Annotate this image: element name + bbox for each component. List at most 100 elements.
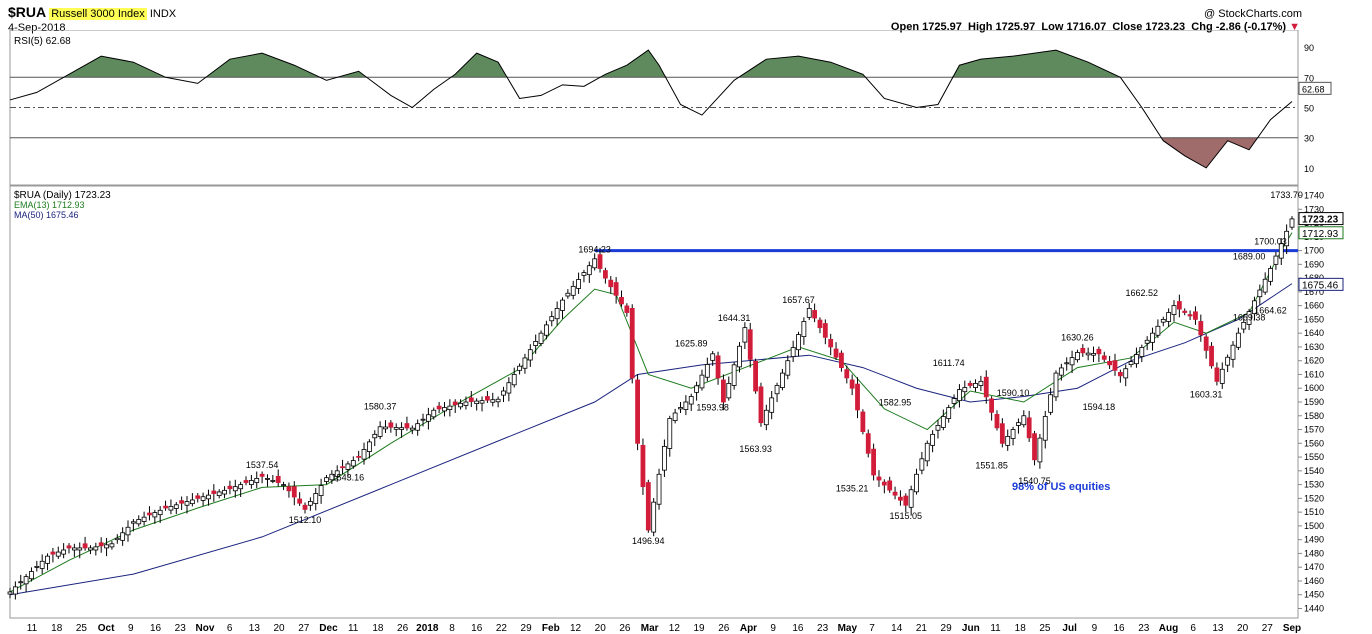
candle-up (780, 372, 785, 388)
candle-down (871, 448, 877, 476)
candle-up (672, 412, 678, 421)
price-annotation: 1689.00 (1233, 252, 1266, 262)
price-annotation: 1611.74 (933, 358, 965, 368)
price-annotation: 1512.10 (289, 515, 322, 525)
candle-down (1176, 301, 1182, 310)
candle-up (973, 383, 978, 388)
candle-down (645, 482, 651, 531)
candle-up (581, 272, 587, 276)
candle-up (1123, 368, 1129, 379)
candle-up (731, 364, 737, 386)
price-y-tick: 1500 (1304, 521, 1324, 531)
candle-up (1150, 332, 1155, 343)
rsi-y-tick: 50 (1304, 104, 1314, 114)
candle-up (704, 364, 710, 378)
x-tick-label: 16 (150, 623, 162, 634)
candle-up (216, 491, 222, 497)
chart-date: 4-Sep-2018 (8, 22, 66, 34)
x-tick-label: 8 (449, 623, 455, 634)
candle-up (506, 382, 512, 394)
x-tick-label: Dec (319, 623, 338, 634)
candle-down (812, 310, 818, 319)
x-tick-label: 26 (619, 623, 631, 634)
candle-up (222, 489, 227, 495)
candle-up (742, 327, 748, 343)
candle-down (468, 397, 474, 402)
x-tick-label: 27 (298, 623, 310, 634)
candle-up (152, 512, 158, 518)
x-tick-label: 16 (1113, 623, 1125, 634)
candle-up (565, 292, 571, 297)
x-tick-label: 13 (249, 623, 261, 634)
x-tick-label: 6 (227, 623, 233, 634)
x-tick-label: 2018 (416, 623, 439, 634)
candle-down (286, 486, 292, 492)
candle-down (817, 319, 823, 329)
price-y-tick: 1530 (1304, 480, 1324, 490)
candle-up (12, 586, 18, 595)
candle-up (442, 407, 447, 412)
x-tick-label: 23 (1138, 623, 1150, 634)
candle-down (436, 405, 442, 410)
price-y-tick: 1480 (1304, 548, 1324, 558)
x-tick-label: 12 (669, 623, 681, 634)
price-annotation: 1603.31 (1190, 390, 1223, 400)
candle-down (297, 498, 303, 504)
candle-up (533, 341, 539, 346)
candle-down (302, 504, 308, 510)
price-annotation: 1515.05 (890, 511, 923, 521)
candle-up (409, 427, 415, 431)
candle-up (114, 537, 120, 541)
candle-up (1235, 332, 1241, 348)
x-tick-label: 7 (869, 623, 875, 634)
x-tick-label: Oct (98, 623, 115, 634)
candle-up (924, 442, 930, 462)
x-tick-label: 27 (1262, 623, 1274, 634)
candle-down (1214, 367, 1220, 382)
price-y-tick: 1560 (1304, 438, 1324, 448)
candle-up (93, 546, 99, 551)
last-ma-box (1298, 277, 1344, 291)
candle-down (404, 423, 410, 429)
candle-up (71, 547, 77, 551)
x-tick-label: Nov (195, 623, 214, 634)
candle-up (23, 576, 29, 585)
x-tick-label: 9 (770, 623, 776, 634)
candle-down (1112, 360, 1118, 371)
rsi-y-tick: 70 (1304, 73, 1314, 83)
candle-up (1064, 362, 1070, 365)
price-y-tick: 1640 (1304, 328, 1324, 338)
candle-up (1048, 394, 1054, 413)
candle-up (431, 409, 437, 418)
x-tick-label: Mar (641, 623, 659, 634)
candle-up (372, 433, 378, 439)
candle-up (281, 484, 286, 486)
candle-up (570, 285, 576, 296)
candle-up (393, 427, 399, 430)
candle-down (243, 480, 249, 483)
candle-down (892, 491, 898, 496)
price-y-tick: 1550 (1304, 452, 1324, 462)
candle-up (334, 470, 340, 477)
candle-up (501, 390, 506, 396)
x-tick-label: 29 (521, 623, 533, 634)
price-annotation: 1694.23 (578, 245, 611, 255)
x-tick-label: 20 (595, 623, 607, 634)
candle-up (651, 501, 657, 533)
price-y-tick: 1670 (1304, 287, 1324, 297)
x-tick-label: 20 (273, 623, 285, 634)
last-ma-label: 1675.46 (1302, 280, 1339, 291)
candle-up (270, 480, 276, 482)
candle-up (173, 504, 179, 509)
candle-down (356, 455, 362, 458)
x-tick-label: 12 (570, 623, 582, 634)
candle-down (721, 379, 726, 403)
price-annotation: 1657.67 (782, 295, 815, 305)
candle-up (458, 402, 463, 408)
x-tick-label: 23 (817, 623, 829, 634)
candle-up (29, 571, 34, 580)
candle-up (61, 549, 67, 555)
rsi-title: RSI(5) 62.68 (14, 36, 71, 47)
candle-down (1198, 321, 1204, 336)
